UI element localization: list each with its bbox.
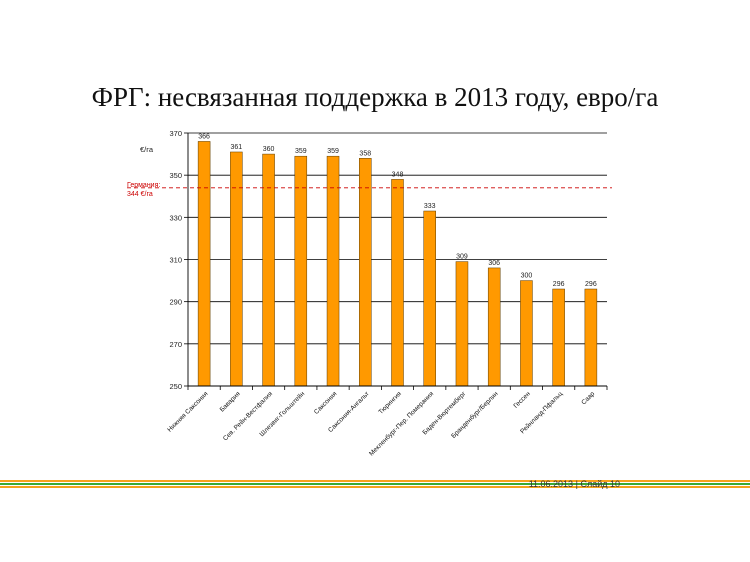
data-label: 358 [359, 150, 371, 157]
reference-label-line1: Германия: [127, 182, 160, 189]
y-tick-label: 290 [169, 298, 182, 307]
category-label: Тюрингия [378, 390, 404, 416]
y-tick-label: 250 [169, 382, 182, 391]
data-label: 360 [263, 146, 275, 153]
category-label: Гессен [512, 390, 532, 410]
y-tick-label: 270 [169, 340, 182, 349]
bar [326, 155, 340, 387]
category-label: Саар [580, 390, 596, 406]
bar [520, 280, 533, 387]
category-label: Бавария [219, 390, 242, 413]
footer-separator: | [575, 479, 578, 489]
bar [391, 179, 404, 387]
y-tick-label: 330 [169, 213, 182, 222]
data-label: 359 [295, 148, 307, 155]
reference-label-line2: 344 €/га [127, 191, 153, 198]
y-axis-label: €/га [140, 145, 154, 154]
data-label: 348 [392, 171, 404, 178]
bar-chart: 250 270 290 310 330 350 370 366 Нижняя Саксония 3… [127, 129, 612, 457]
slide-title: ФРГ: несвязанная поддержка в 2013 году, … [91, 82, 659, 112]
footer-stripe-orange-top [0, 480, 750, 482]
bar [487, 267, 501, 387]
y-tick-label: 370 [169, 129, 182, 138]
bar [455, 261, 469, 387]
data-label: 306 [488, 260, 500, 267]
bar [584, 288, 598, 387]
data-label: 361 [231, 144, 243, 151]
y-tick-label: 350 [169, 171, 182, 180]
y-tick-label: 310 [169, 256, 182, 265]
data-label: 359 [327, 148, 339, 155]
category-label: Саксония [313, 390, 339, 416]
footer: 11.06.2013 | Слайд 10 [529, 479, 620, 489]
bar [197, 141, 211, 387]
axes [127, 132, 612, 390]
bar [294, 155, 308, 387]
footer-slide-number: Слайд 10 [580, 479, 620, 489]
footer-stripe-orange-bottom [0, 486, 750, 488]
footer-stripe-green [0, 483, 750, 485]
bar [423, 210, 436, 387]
data-label: 366 [198, 133, 210, 140]
footer-date: 11.06.2013 [528, 479, 574, 489]
bars [197, 141, 598, 387]
data-label: 300 [521, 273, 533, 280]
category-label: Мекленбург-Пер. Померания [367, 389, 435, 457]
data-label: 309 [456, 254, 468, 261]
data-label: 296 [585, 281, 597, 288]
bar [552, 288, 565, 387]
bar [230, 151, 243, 387]
bar [359, 158, 372, 387]
bar [262, 153, 275, 387]
data-label: 333 [424, 203, 436, 210]
data-label: 296 [553, 281, 565, 288]
category-label: Нижняя Саксония [166, 390, 210, 434]
